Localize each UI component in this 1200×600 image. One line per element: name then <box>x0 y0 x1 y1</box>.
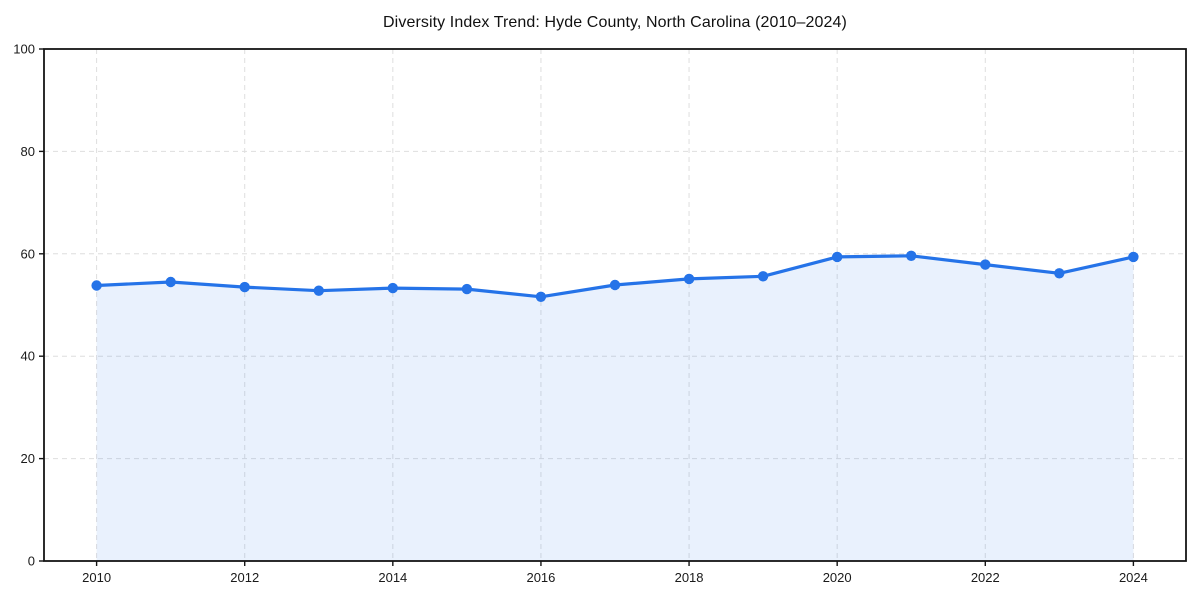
data-point-marker <box>165 276 176 288</box>
y-tick-label: 60 <box>21 246 35 261</box>
data-point-marker <box>461 283 473 295</box>
data-point-marker <box>683 273 695 285</box>
data-point-marker <box>313 285 324 296</box>
area-fill <box>96 255 1134 562</box>
y-tick-label: 20 <box>21 451 35 466</box>
data-point-marker <box>980 259 991 270</box>
data-point-marker <box>906 250 917 261</box>
x-tick-label: 2024 <box>1119 570 1148 585</box>
y-tick-label: 40 <box>21 349 35 364</box>
data-point-marker <box>832 251 843 263</box>
x-tick-label: 2012 <box>230 570 259 585</box>
chart-title: Diversity Index Trend: Hyde County, Nort… <box>383 14 847 31</box>
x-tick-label: 2016 <box>526 570 555 585</box>
data-point-marker <box>609 279 621 291</box>
data-point-marker <box>1054 268 1065 279</box>
data-point-marker <box>387 282 398 294</box>
data-point-marker <box>1128 251 1139 263</box>
axis-frame <box>43 48 1187 562</box>
x-tick-label: 2020 <box>823 570 852 585</box>
data-point-marker <box>535 291 547 302</box>
y-tick-label: 80 <box>21 144 35 159</box>
x-tick-label: 2022 <box>971 570 1000 585</box>
data-point-marker <box>239 281 250 293</box>
x-tick-label: 2010 <box>82 570 111 585</box>
y-tick-label: 0 <box>28 554 35 569</box>
data-point-marker <box>757 271 769 282</box>
x-tick-label: 2018 <box>675 570 704 585</box>
x-tick-label: 2014 <box>378 570 407 585</box>
y-tick-label: 100 <box>13 42 35 57</box>
data-point-marker <box>91 280 102 291</box>
